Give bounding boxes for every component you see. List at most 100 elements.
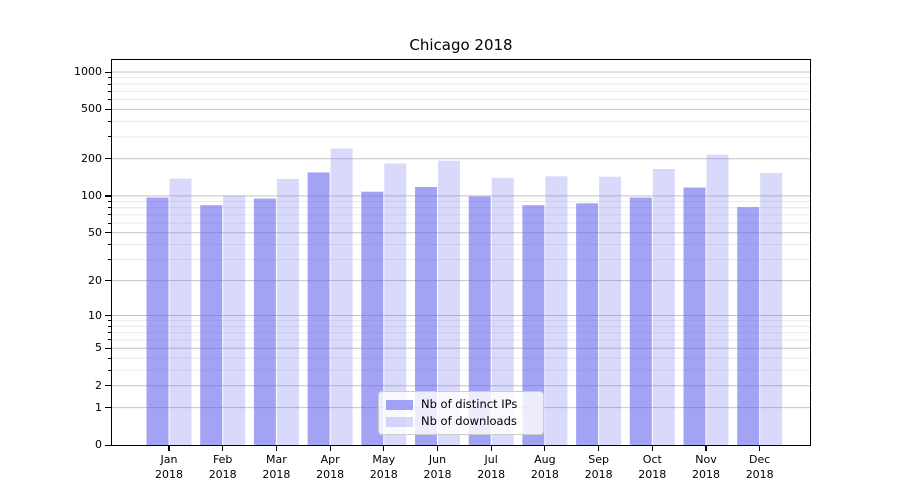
y-tick-label: 500 <box>81 102 102 116</box>
bar-downloads-feb <box>223 195 246 445</box>
bar-downloads-jan <box>169 178 192 445</box>
x-tick-mark <box>490 446 492 451</box>
x-tick-label: Jun 2018 <box>406 452 470 482</box>
bar-distinct-ips-sep <box>576 203 599 445</box>
x-tick-mark <box>168 446 170 451</box>
legend-item-distinct-ips: Nb of distinct IPs <box>386 398 535 411</box>
y-tick-mark <box>105 280 112 282</box>
x-tick-year: 2018 <box>692 468 720 481</box>
bar-distinct-ips-feb <box>200 205 223 445</box>
x-tick-label: Aug 2018 <box>513 452 577 482</box>
plot-area <box>112 71 810 446</box>
x-tick-year: 2018 <box>423 468 452 481</box>
bar-distinct-ips-jul <box>468 196 491 445</box>
y-tick-mark <box>105 407 112 409</box>
bar-downloads-sep <box>599 176 622 445</box>
y-tick-label: 2 <box>95 378 102 392</box>
x-tick-label: May 2018 <box>352 452 416 482</box>
x-tick-month: Dec <box>749 453 771 466</box>
x-tick-year: 2018 <box>262 468 291 481</box>
x-tick-year: 2018 <box>745 468 774 481</box>
y-tick-mark <box>105 385 112 387</box>
bar-distinct-ips-may <box>361 191 384 445</box>
y-tick-label: 50 <box>88 225 102 239</box>
bar-distinct-ips-mar <box>253 198 276 445</box>
x-tick-mark <box>705 446 707 451</box>
y-tick-label: 1 <box>95 400 102 414</box>
y-tick-mark <box>105 158 112 160</box>
legend-item-downloads: Nb of downloads <box>386 415 535 428</box>
y-tick-label: 100 <box>81 188 102 202</box>
bar-downloads-dec <box>760 173 783 445</box>
x-tick-month: Oct <box>642 453 662 466</box>
bar-downloads-jul <box>491 177 514 446</box>
x-tick-month: Jan <box>160 453 178 466</box>
y-tick-mark <box>105 232 112 234</box>
chart-title: Chicago 2018 <box>409 36 513 54</box>
x-tick-month: Aug <box>534 453 556 466</box>
x-tick-year: 2018 <box>530 468 559 481</box>
x-tick-mark <box>651 446 653 451</box>
x-tick-month: Sep <box>588 453 609 466</box>
x-tick-year: 2018 <box>155 468 183 481</box>
x-tick-mark <box>598 446 600 451</box>
x-tick-year: 2018 <box>638 468 667 481</box>
bar-distinct-ips-apr <box>307 172 330 445</box>
y-tick-mark <box>105 315 112 317</box>
x-tick-label: Oct 2018 <box>620 452 684 482</box>
x-tick-mark <box>436 446 439 451</box>
y-tick-label: 1000 <box>74 65 102 79</box>
bar-downloads-mar <box>276 179 299 445</box>
bar-downloads-apr <box>330 148 353 445</box>
y-tick-label: 0 <box>95 438 102 451</box>
x-tick-label: Mar 2018 <box>244 452 308 482</box>
y-tick-label: 200 <box>81 151 102 165</box>
bar-distinct-ips-jun <box>415 187 437 445</box>
x-tick-mark <box>383 446 385 451</box>
y-tick-label: 20 <box>88 273 102 287</box>
x-tick-mark <box>275 446 277 451</box>
bar-distinct-ips-jan <box>146 197 169 445</box>
x-tick-label: Jul 2018 <box>459 452 523 482</box>
x-tick-label: Feb 2018 <box>191 452 255 482</box>
x-tick-year: 2018 <box>584 468 613 481</box>
x-tick-label: Nov 2018 <box>674 452 738 482</box>
legend: Nb of distinct IPs Nb of downloads <box>378 391 544 435</box>
x-tick-label: Apr 2018 <box>298 452 362 482</box>
x-tick-year: 2018 <box>369 468 398 481</box>
x-tick-month: Jul <box>484 453 498 466</box>
x-tick-month: May <box>372 453 396 466</box>
bar-downloads-jun <box>438 160 460 445</box>
x-tick-mark <box>329 446 331 451</box>
x-tick-label: Sep 2018 <box>567 452 631 482</box>
x-tick-mark <box>544 446 546 451</box>
bar-downloads-oct <box>652 169 675 445</box>
x-tick-label: Dec 2018 <box>728 452 792 482</box>
x-tick-month: Mar <box>266 453 287 466</box>
legend-label-downloads: Nb of downloads <box>421 414 517 428</box>
bar-downloads-nov <box>706 154 729 445</box>
x-tick-month: Feb <box>212 453 233 466</box>
x-tick-month: Jun <box>428 453 447 466</box>
y-tick-label: 5 <box>95 341 102 355</box>
x-tick-label: Jan 2018 <box>137 452 201 482</box>
bar-distinct-ips-aug <box>522 205 545 445</box>
bar-distinct-ips-oct <box>629 197 652 445</box>
x-tick-year: 2018 <box>316 468 345 481</box>
bar-downloads-aug <box>545 176 568 446</box>
x-tick-mark <box>759 446 761 451</box>
y-tick-label: 10 <box>88 308 102 322</box>
x-tick-month: Nov <box>695 453 717 466</box>
bar-downloads-may <box>384 163 407 445</box>
y-tick-mark <box>105 444 112 446</box>
x-tick-mark <box>222 446 224 451</box>
bar-distinct-ips-nov <box>683 187 706 445</box>
legend-swatch-downloads <box>386 416 413 427</box>
y-tick-mark <box>105 108 112 111</box>
x-tick-year: 2018 <box>477 468 506 481</box>
y-tick-mark <box>105 195 112 197</box>
y-tick-mark <box>105 347 112 349</box>
x-tick-year: 2018 <box>208 468 237 481</box>
bar-distinct-ips-dec <box>737 207 760 445</box>
